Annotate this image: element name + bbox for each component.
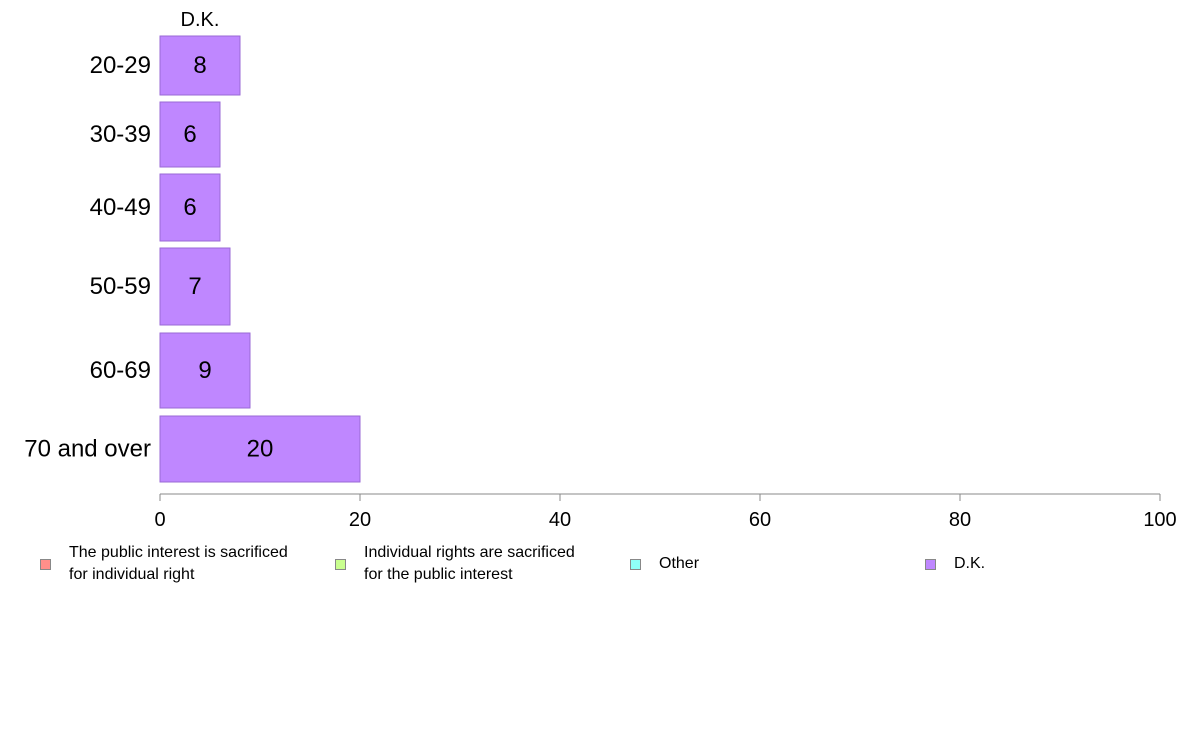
x-tick-label: 100 <box>1143 509 1176 531</box>
legend-swatch <box>40 558 51 570</box>
bar <box>159 247 231 326</box>
legend-item-public-interest: The public interest is sacrificed for in… <box>40 542 288 586</box>
legend-item-dk: D.K. <box>925 553 985 575</box>
bar-data-label: 6 <box>183 194 196 221</box>
bar-data-label: 9 <box>198 357 211 384</box>
category-label: 40-49 <box>90 194 151 221</box>
bar-data-label: 8 <box>193 52 206 79</box>
bar-data-label: 20 <box>247 435 274 462</box>
category-label: 30-39 <box>90 121 151 148</box>
x-tick-label: 20 <box>349 509 371 531</box>
bar-data-label: 6 <box>183 121 196 148</box>
x-tick-label: 40 <box>549 509 571 531</box>
series-title: D.K. <box>181 9 220 31</box>
x-tick-label: 0 <box>154 509 165 531</box>
legend-label: Individual rights are sacrificed for the… <box>364 544 575 583</box>
bar <box>159 101 221 168</box>
category-label: 50-59 <box>90 273 151 300</box>
legend-label: The public interest is sacrificed for in… <box>69 544 288 583</box>
bar <box>159 332 251 409</box>
legend-item-other: Other <box>630 553 699 575</box>
bar <box>159 173 221 242</box>
category-label: 20-29 <box>90 52 151 79</box>
legend-label: Other <box>659 555 700 572</box>
legend-swatch <box>335 558 346 570</box>
x-tick-label: 60 <box>749 509 771 531</box>
category-label: 70 and over <box>24 435 151 462</box>
bar-data-label: 7 <box>188 273 201 300</box>
bar <box>159 35 241 96</box>
bar <box>159 415 361 483</box>
category-label: 60-69 <box>90 357 151 384</box>
legend-swatch <box>630 558 641 570</box>
legend-label: D.K. <box>954 555 986 572</box>
legend-item-individual-rights: Individual rights are sacrificed for the… <box>335 542 575 586</box>
bar-chart: D.K. 8 20-29 6 30-39 6 40-49 7 50-59 9 60-69 20 70 a… <box>24 9 1176 531</box>
x-tick-label: 80 <box>949 509 971 531</box>
legend-swatch <box>925 558 936 570</box>
legend: The public interest is sacrificed for in… <box>0 540 1188 600</box>
